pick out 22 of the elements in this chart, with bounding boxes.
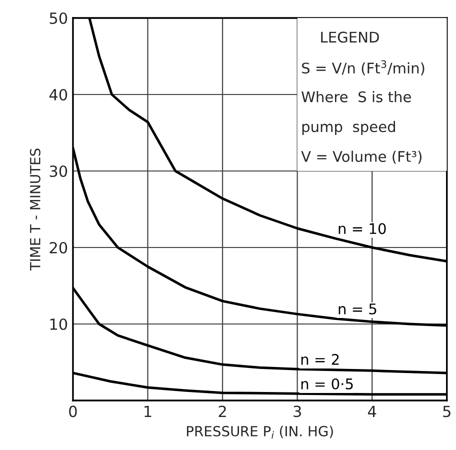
x-tick-label: 4 [368,406,376,417]
y-tick-label: 10 [50,318,68,330]
series-label: n = 10 [338,223,386,234]
x-axis-title: PRESSURE P$_{i}$ (IN. HG) [186,426,333,439]
annotation: V = Volume (Ft³) [301,150,422,164]
x-tick-label: 2 [218,406,226,417]
y-tick-label: 20 [50,242,68,254]
x-tick-label: 5 [443,406,450,418]
series-label: n = 0·5 [301,378,353,390]
y-tick-label: 30 [50,165,68,178]
series-label: n = 5 [338,304,376,314]
annotation: LEGEND [321,32,379,43]
y-axis-title: TIME T - MINUTES [30,148,40,271]
x-tick-label: 1 [144,406,152,417]
y-tick-label: 40 [49,88,68,101]
y-tick-label: 50 [50,12,68,24]
annotation: Where S is the [302,91,411,102]
annotation: pump speed [302,120,396,136]
series-label: n = 2 [301,354,339,365]
x-tick-label: 0 [69,406,77,418]
annotation: S = V/n (Ft$^{3}$/min) [302,60,424,76]
x-tick-label: 3 [294,406,301,418]
